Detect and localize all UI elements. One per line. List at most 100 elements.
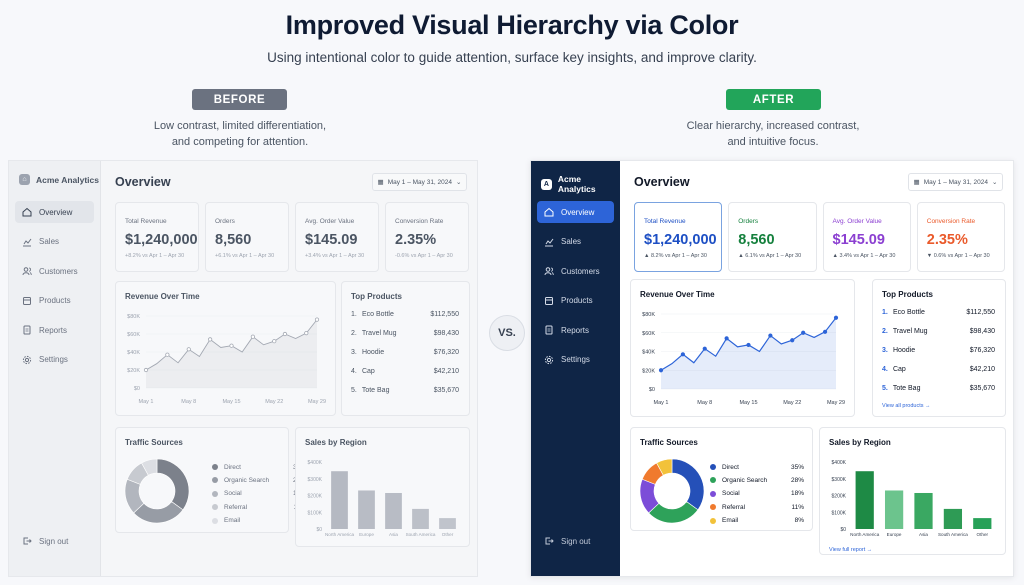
revenue-point[interactable]	[272, 339, 277, 344]
brand[interactable]: A Acme Analytics	[541, 174, 620, 194]
revenue-line-chart: $0 $20K $40K $60K $80K May 1 May 8 May 15 May 22…	[642, 312, 845, 406]
top-product-row[interactable]: 4. Cap $42,210	[882, 366, 995, 378]
revenue-point[interactable]	[822, 329, 828, 334]
top-product-row[interactable]: 5. Tote Bag $35,670	[351, 387, 459, 399]
region-bar[interactable]	[439, 518, 456, 529]
view-all-products-link[interactable]: View all products →	[882, 403, 931, 409]
donut-slice[interactable]	[656, 458, 673, 476]
top-product-row[interactable]: 4. Cap $42,210	[351, 368, 459, 380]
revenue-point[interactable]	[165, 352, 170, 357]
sidebar-nav: Overview Sales Customers Products Reports Set…	[537, 201, 614, 378]
revenue-point[interactable]	[304, 330, 309, 336]
revenue-point[interactable]	[229, 343, 234, 348]
region-bar[interactable]	[855, 471, 874, 529]
kpi-label: Total Revenue	[125, 218, 167, 225]
y-tick-label: $200K	[832, 494, 847, 500]
main-content: Overview ▦ May 1 – May 31, 2024 ⌄ Total …	[620, 161, 1013, 576]
sidebar-item-reports[interactable]: Reports	[15, 319, 94, 341]
sidebar-item-label: Products	[39, 296, 71, 305]
top-product-row[interactable]: 3. Hoodie $76,320	[882, 347, 995, 359]
sign-out-button[interactable]: Sign out	[22, 536, 68, 546]
sidebar-item-settings[interactable]: Settings	[15, 349, 94, 371]
revenue-point[interactable]	[746, 342, 751, 348]
sidebar-item-products[interactable]: Products	[537, 290, 614, 312]
region-bar[interactable]	[884, 490, 904, 529]
date-range-picker[interactable]: ▦ May 1 – May 31, 2024 ⌄	[372, 173, 467, 191]
sidebar-item-customers[interactable]: Customers	[15, 260, 94, 282]
kpi-card[interactable]: Conversion Rate 2.35% -0.6% vs Apr 1 – Apr…	[385, 202, 469, 272]
donut-slice[interactable]	[671, 458, 705, 511]
region-bar[interactable]	[914, 492, 933, 529]
top-products-title: Top Products	[882, 290, 933, 299]
sidebar-item-products[interactable]: Products	[15, 290, 94, 312]
sign-out-button[interactable]: Sign out	[544, 536, 590, 546]
region-bar[interactable]	[331, 471, 348, 529]
brand[interactable]: ⌂ Acme Analytics	[19, 174, 99, 185]
revenue-point[interactable]	[790, 338, 795, 343]
revenue-point[interactable]	[833, 315, 839, 320]
product-name-cell: 2. Travel Mug	[351, 330, 397, 342]
top-product-row[interactable]: 1. Eco Bottle $112,550	[351, 311, 459, 323]
calendar-icon: ▦	[913, 179, 920, 186]
top-product-row[interactable]: 5. Tote Bag $35,670	[882, 385, 995, 397]
product-value: $98,430	[433, 330, 459, 337]
kpi-card[interactable]: Conversion Rate 2.35% ▼ 0.6% vs Apr 1 – Ap…	[916, 202, 1005, 272]
revenue-point[interactable]	[250, 334, 255, 339]
revenue-point[interactable]	[724, 336, 729, 341]
revenue-point[interactable]	[186, 347, 191, 352]
kpi-card[interactable]: Orders 8,560 +6.1% vs Apr 1 – Apr 30	[205, 202, 289, 272]
top-product-row[interactable]: 3. Hoodie $76,320	[351, 349, 459, 361]
product-value: $112,550	[430, 311, 459, 318]
top-product-row[interactable]: 1. Eco Bottle $112,550	[882, 309, 995, 321]
revenue-point[interactable]	[282, 331, 288, 337]
kpi-card[interactable]: Orders 8,560 ▲ 6.1% vs Apr 1 – Apr 30	[728, 202, 817, 272]
y-tick-label: $0	[649, 387, 655, 393]
revenue-point[interactable]	[680, 352, 685, 357]
donut-slice[interactable]	[141, 458, 158, 476]
sidebar-item-sales[interactable]: Sales	[15, 231, 94, 253]
sign-out-label: Sign out	[561, 536, 591, 546]
sidebar-item-sales[interactable]: Sales	[537, 231, 614, 253]
kpi-card[interactable]: Total Revenue $1,240,000 ▲ 8.2% vs Apr 1 –…	[634, 202, 723, 272]
revenue-point[interactable]	[208, 337, 213, 342]
sidebar-item-reports[interactable]: Reports	[537, 319, 614, 341]
chevron-down-icon: ⌄	[992, 179, 998, 186]
region-bar[interactable]	[412, 508, 429, 529]
kpi-card[interactable]: Total Revenue $1,240,000 +8.2% vs Apr 1 – …	[115, 202, 199, 272]
top-product-row[interactable]: 2. Travel Mug $98,430	[882, 328, 995, 340]
region-bar[interactable]	[358, 490, 375, 529]
kpi-card[interactable]: Avg. Order Value $145.09 +3.4% vs Apr 1 – …	[295, 202, 379, 272]
view-full-report-link[interactable]: View full report →	[829, 547, 873, 553]
x-tick-label: May 29	[827, 400, 845, 406]
region-bar[interactable]	[943, 508, 963, 529]
sidebar-item-customers[interactable]: Customers	[537, 260, 614, 282]
revenue-point[interactable]	[768, 333, 773, 338]
top-product-row[interactable]: 2. Travel Mug $98,430	[351, 330, 459, 342]
kpi-card[interactable]: Avg. Order Value $145.09 ▲ 3.4% vs Apr 1 –…	[822, 202, 911, 272]
revenue-point[interactable]	[801, 330, 806, 335]
revenue-point[interactable]	[314, 317, 320, 322]
x-tick-label: May 1	[654, 400, 669, 406]
revenue-point[interactable]	[702, 346, 707, 351]
donut-slice[interactable]	[156, 458, 190, 511]
sidebar-item-overview[interactable]: Overview	[537, 201, 614, 223]
region-bar[interactable]	[973, 518, 992, 529]
sidebar-item-settings[interactable]: Settings	[537, 349, 614, 371]
region-bar[interactable]	[385, 492, 402, 529]
revenue-point[interactable]	[143, 367, 149, 373]
y-tick-label: $400K	[832, 460, 847, 466]
revenue-point[interactable]	[658, 368, 664, 373]
date-range-picker[interactable]: ▦ May 1 – May 31, 2024 ⌄	[908, 173, 1003, 191]
legend-label: Email	[224, 517, 241, 525]
sidebar-item-overview[interactable]: Overview	[15, 201, 94, 223]
